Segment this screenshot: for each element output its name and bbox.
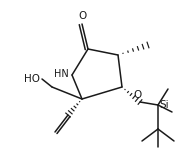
Text: HN: HN xyxy=(54,69,69,79)
Text: O: O xyxy=(133,90,141,100)
Text: HO: HO xyxy=(24,74,40,84)
Text: Si: Si xyxy=(159,100,169,110)
Text: O: O xyxy=(78,11,86,21)
